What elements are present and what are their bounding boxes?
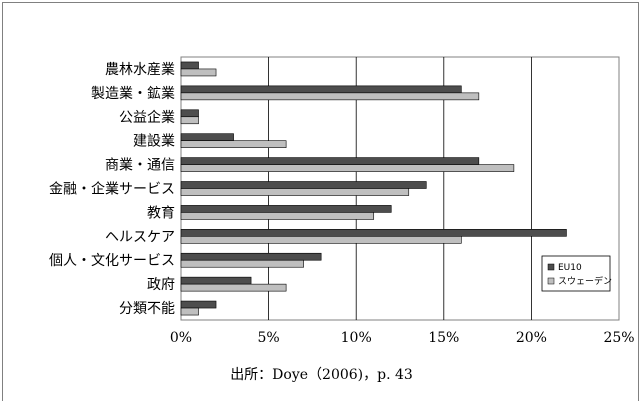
x-tick-label: 10% — [341, 330, 372, 346]
legend: EU10 スウェーデン — [541, 255, 612, 292]
x-tick-label: 20% — [516, 330, 547, 346]
bar-sweden-8 — [180, 259, 304, 268]
category-labels: 農林水産業製造業・鉱業公益企業建設業商業・通信金融・企業サービス教育ヘルスケア個… — [49, 62, 175, 317]
source-note: 出所：Doye（2006)，p. 43 — [230, 367, 413, 383]
legend-swatch-eu10 — [547, 263, 555, 271]
category-label: 製造業・鉱業 — [91, 85, 175, 102]
category-label: 公益企業 — [119, 109, 175, 126]
bar-sweden-1 — [180, 92, 480, 101]
bar-eu10-8 — [180, 252, 322, 261]
bar-sweden-2 — [180, 116, 199, 125]
bar-sweden-0 — [180, 68, 217, 77]
bar-sweden-7 — [180, 236, 462, 244]
bar-eu10-9 — [180, 276, 252, 285]
x-tick-label: 25% — [603, 330, 634, 346]
bar-sweden-5 — [180, 188, 410, 196]
bars — [180, 61, 567, 316]
bar-sweden-9 — [180, 283, 287, 292]
bar-eu10-2 — [180, 109, 199, 118]
category-label: 商業・通信 — [105, 158, 175, 174]
category-label: 個人・文化サービス — [49, 253, 175, 269]
bar-eu10-0 — [180, 61, 199, 70]
category-label: 教育 — [147, 205, 175, 221]
bar-sweden-10 — [180, 307, 199, 316]
category-label: 農林水産業 — [105, 62, 175, 78]
category-label: 政府 — [147, 277, 175, 293]
category-label: ヘルスケア — [105, 229, 175, 245]
bar-eu10-4 — [180, 157, 480, 165]
bar-eu10-10 — [180, 300, 217, 309]
bar-eu10-6 — [180, 205, 392, 213]
legend-box — [541, 255, 611, 292]
bar-eu10-1 — [180, 85, 462, 94]
chart-frame — [2, 2, 639, 401]
category-label: 分類不能 — [119, 301, 175, 317]
legend-swatch-sweden — [547, 277, 555, 285]
bar-eu10-5 — [180, 181, 427, 189]
x-axis-tick-labels: 0% 5% 10% 15% 20% 25% — [170, 330, 635, 346]
x-tick-label: 0% — [170, 330, 192, 346]
legend-label-sweden: スウェーデン — [558, 275, 612, 287]
bar-eu10-7 — [180, 229, 567, 237]
bar-eu10-3 — [180, 133, 234, 141]
x-tick-label: 15% — [428, 330, 459, 346]
x-tick-label: 5% — [257, 330, 279, 346]
category-label: 建設業 — [133, 134, 175, 150]
category-label: 金融・企業サービス — [49, 181, 175, 198]
bar-sweden-4 — [180, 164, 515, 172]
legend-label-eu10: EU10 — [558, 263, 582, 273]
bar-sweden-3 — [180, 140, 287, 148]
bar-sweden-6 — [180, 212, 375, 220]
